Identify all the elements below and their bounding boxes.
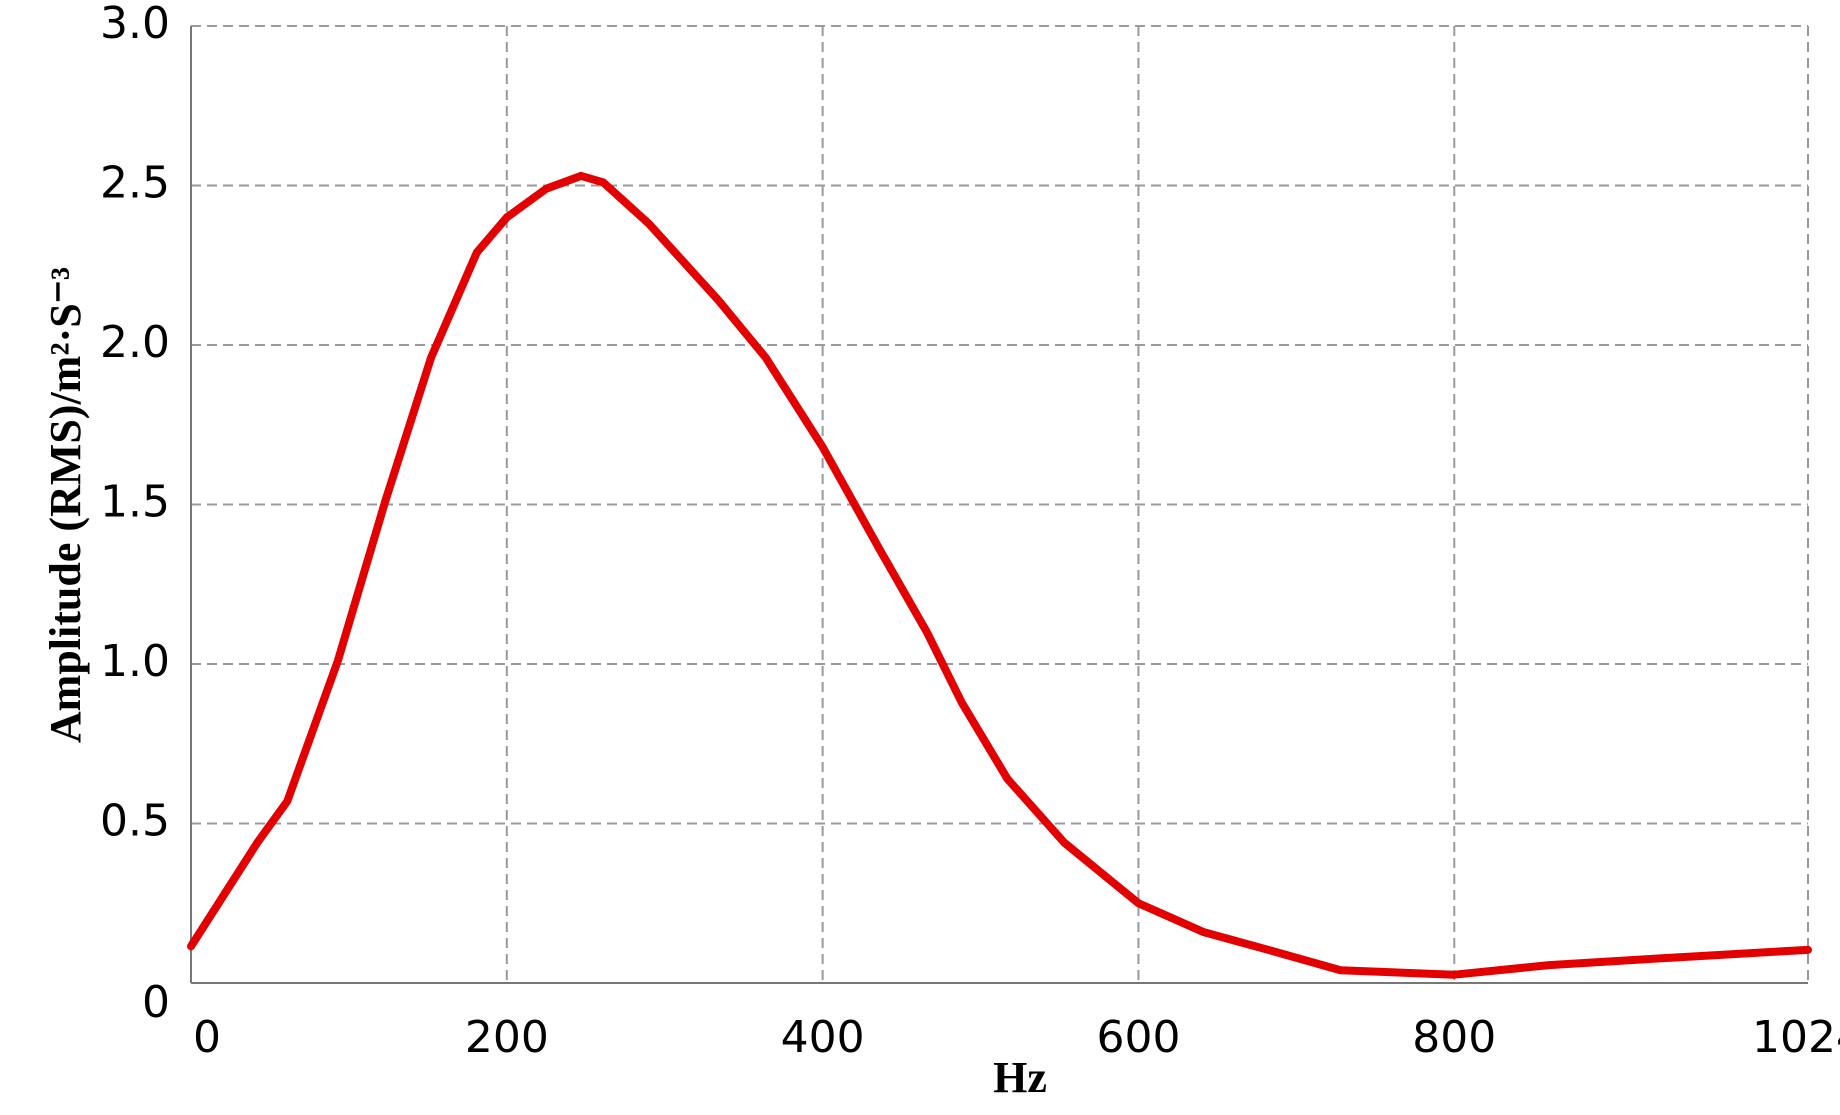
y-tick-label: 1.5 <box>100 477 170 528</box>
y-tick-label: 0.5 <box>100 796 170 847</box>
y-axis-title: Amplitude (RMS)/m²·S⁻³ <box>41 267 90 743</box>
x-tick-label: 400 <box>781 1012 865 1063</box>
data-line <box>187 171 1812 979</box>
y-tick-label: 0 <box>142 977 170 1028</box>
y-tick-label: 3.0 <box>100 0 170 49</box>
x-tick-label: 200 <box>465 1012 549 1063</box>
x-tick-label: 0 <box>193 1012 221 1063</box>
x-tick-label: 800 <box>1412 1012 1496 1063</box>
y-tick-label: 1.0 <box>100 636 170 687</box>
x-tick-label: 600 <box>1096 1012 1180 1063</box>
y-tick-label: 2.0 <box>100 317 170 368</box>
x-tick-label: 1024 <box>1752 1012 1840 1063</box>
y-tick-label: 2.5 <box>100 158 170 209</box>
x-axis-title: Hz <box>993 1053 1047 1102</box>
